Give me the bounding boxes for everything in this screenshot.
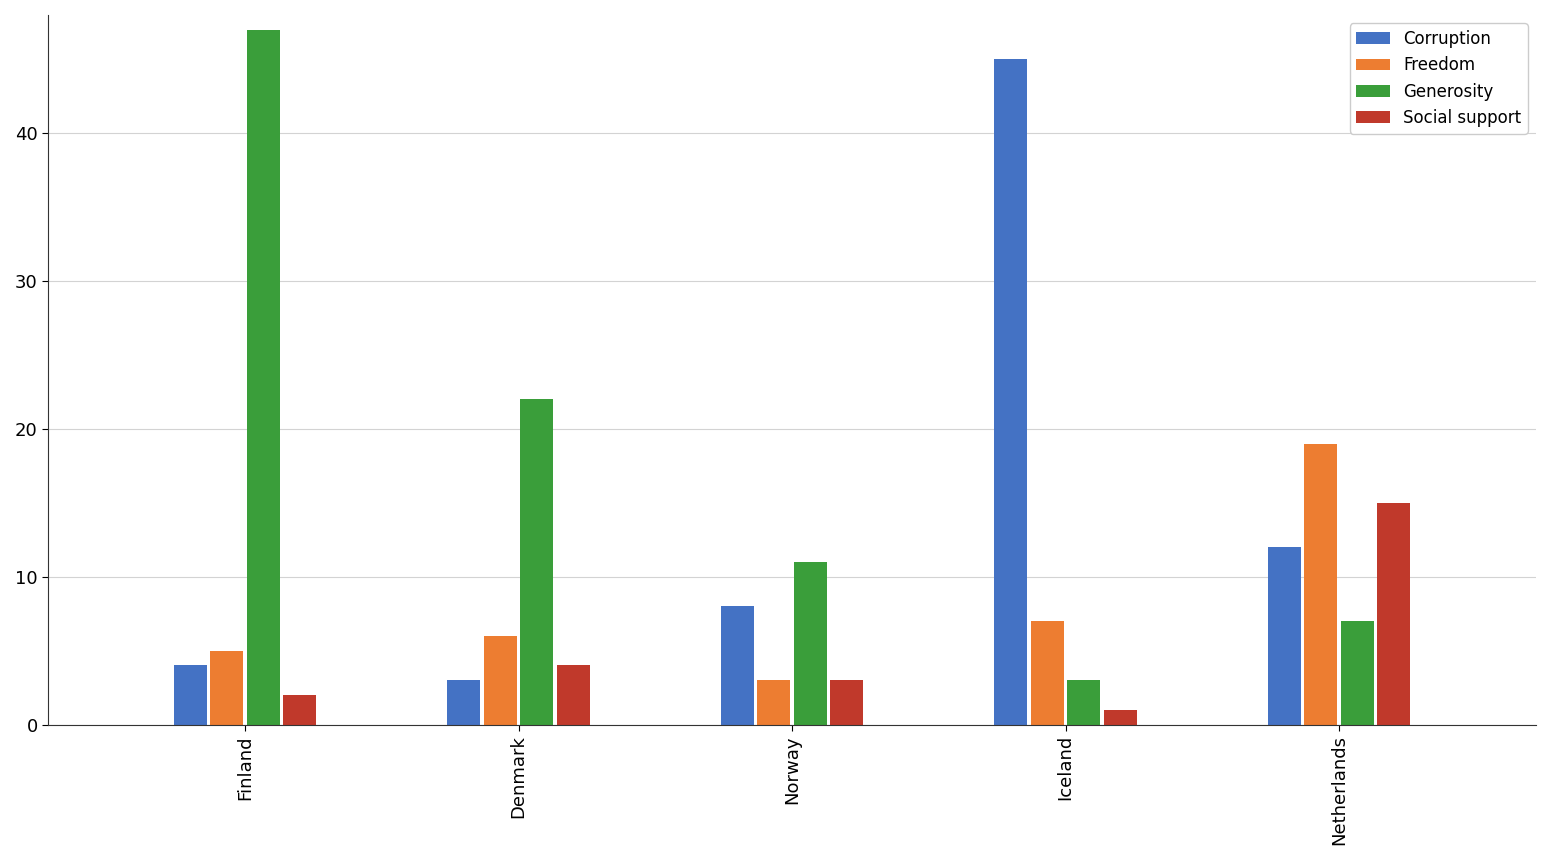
Bar: [1269, 547, 1301, 725]
Bar: [284, 695, 316, 725]
Bar: [1104, 710, 1137, 725]
Bar: [211, 651, 244, 725]
Bar: [794, 562, 827, 725]
Bar: [1067, 680, 1100, 725]
Bar: [994, 59, 1027, 725]
Bar: [1377, 503, 1410, 725]
Bar: [830, 680, 864, 725]
Bar: [757, 680, 791, 725]
Bar: [484, 636, 516, 725]
Bar: [557, 666, 589, 725]
Bar: [247, 30, 279, 725]
Bar: [448, 680, 481, 725]
Bar: [521, 399, 554, 725]
Legend: Corruption, Freedom, Generosity, Social support: Corruption, Freedom, Generosity, Social …: [1349, 23, 1528, 133]
Bar: [1304, 444, 1337, 725]
Bar: [721, 606, 754, 725]
Bar: [1031, 621, 1064, 725]
Bar: [174, 666, 206, 725]
Bar: [1342, 621, 1374, 725]
